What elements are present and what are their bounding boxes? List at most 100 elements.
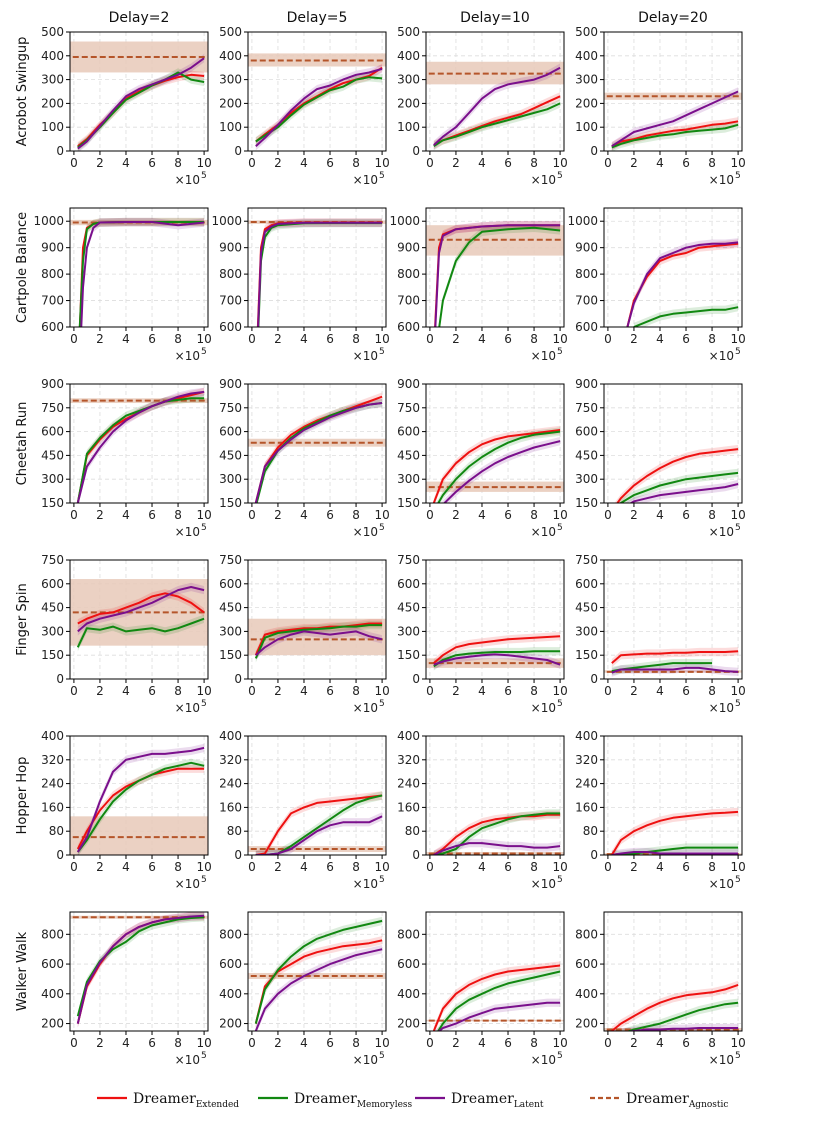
x-tick-label: 6 xyxy=(326,1036,334,1050)
y-tick-label: 450 xyxy=(41,448,64,462)
y-tick-label: 800 xyxy=(41,267,64,281)
axes-frame xyxy=(69,559,209,680)
y-tick-label: 1000 xyxy=(389,214,420,228)
legend: DreamerExtended DreamerMemoryless DreamerL… xyxy=(97,1091,728,1110)
series-band-latent xyxy=(77,743,205,855)
series-line-latent xyxy=(77,57,205,150)
y-tick-label: 900 xyxy=(397,241,420,255)
series-band-extended xyxy=(77,764,205,854)
series-line-extended xyxy=(77,73,205,147)
series-band-latent xyxy=(81,217,205,327)
x-tick-label: 4 xyxy=(300,508,308,522)
x-tick-label: 0 xyxy=(426,332,434,346)
x-tick-label: 0 xyxy=(426,508,434,522)
y-tick-label: 500 xyxy=(41,25,64,39)
x-tick-label: 4 xyxy=(478,332,486,346)
legend-label-base: Dreamer xyxy=(133,1091,196,1107)
y-tick-label: 400 xyxy=(575,987,598,1001)
x-tick-label: 10 xyxy=(730,684,745,698)
y-tick-label: 200 xyxy=(397,96,420,110)
series-line-memoryless xyxy=(437,970,561,1031)
y-tick-label: 0 xyxy=(234,848,242,862)
x-tick-label: 6 xyxy=(682,1036,690,1050)
x-tick-label: 4 xyxy=(656,684,664,698)
series-line-extended xyxy=(611,983,739,1031)
y-tick-label: 1000 xyxy=(567,214,598,228)
x-tick-label: 4 xyxy=(300,684,308,698)
x-tick-label: 0 xyxy=(426,156,434,170)
x-multiplier: ×10 xyxy=(531,877,556,891)
x-tick-label: 10 xyxy=(552,860,567,874)
y-tick-label: 150 xyxy=(219,648,242,662)
y-tick-label: 750 xyxy=(575,553,598,567)
y-tick-label: 600 xyxy=(219,320,242,334)
series-band-extended xyxy=(77,387,205,503)
axes-frame xyxy=(425,735,565,856)
subplot: 200 400 600 800 0 2 4 6 8 10 ×10 5 xyxy=(219,911,390,1067)
y-tick-label: 900 xyxy=(397,377,420,391)
series-line-latent xyxy=(626,241,739,327)
legend-label-base: Dreamer xyxy=(451,1091,514,1107)
y-tick-label: 600 xyxy=(575,957,598,971)
column-title: Delay=5 xyxy=(287,10,348,26)
y-tick-label: 300 xyxy=(575,624,598,638)
x-multiplier-exponent: 5 xyxy=(379,699,385,709)
x-multiplier-exponent: 5 xyxy=(379,875,385,885)
series-line-latent xyxy=(443,440,561,503)
y-tick-label: 300 xyxy=(397,624,420,638)
x-tick-label: 10 xyxy=(730,508,745,522)
x-multiplier: ×10 xyxy=(353,1053,378,1067)
subplot: 0 80 160 240 320 400 0 2 4 6 8 10 ×10 5 xyxy=(41,729,212,891)
series-line-memoryless xyxy=(438,226,561,327)
y-tick-label: 400 xyxy=(41,49,64,63)
x-tick-label: 10 xyxy=(552,156,567,170)
x-tick-label: 2 xyxy=(274,508,282,522)
x-tick-label: 2 xyxy=(96,332,104,346)
x-tick-label: 0 xyxy=(604,156,612,170)
series-line-latent xyxy=(433,66,561,146)
x-tick-label: 8 xyxy=(530,332,538,346)
x-tick-label: 2 xyxy=(96,508,104,522)
legend-label-sub: Latent xyxy=(514,1100,544,1110)
y-tick-label: 600 xyxy=(575,425,598,439)
series-line-memoryless xyxy=(254,624,383,659)
x-multiplier-exponent: 5 xyxy=(379,171,385,181)
x-multiplier: ×10 xyxy=(709,349,734,363)
y-tick-label: 900 xyxy=(41,241,64,255)
axes-frame xyxy=(69,735,209,856)
x-tick-label: 8 xyxy=(708,508,716,522)
x-tick-label: 6 xyxy=(682,860,690,874)
subplot: 0 150 300 450 600 750 0 2 4 6 8 10 ×10 5 xyxy=(219,553,390,715)
x-tick-label: 2 xyxy=(274,860,282,874)
y-tick-label: 1000 xyxy=(211,214,242,228)
legend-label-memoryless: DreamerMemoryless xyxy=(294,1091,413,1110)
subplot: 150 300 450 600 750 900 0 2 4 6 8 10 ×10 5 xyxy=(41,377,212,539)
x-tick-label: 4 xyxy=(122,860,130,874)
series-line-memoryless xyxy=(626,1001,739,1031)
y-tick-label: 320 xyxy=(397,753,420,767)
subplot: 0 100 200 300 400 500 0 2 4 6 8 10 ×10 5 xyxy=(575,25,746,187)
x-tick-label: 8 xyxy=(174,156,182,170)
y-tick-label: 800 xyxy=(397,267,420,281)
y-tick-label: 300 xyxy=(41,624,64,638)
series-band-latent xyxy=(257,218,383,327)
subplot: 150 300 450 600 750 900 0 2 4 6 8 10 ×10 5 xyxy=(397,377,568,539)
y-tick-label: 300 xyxy=(219,73,242,87)
y-tick-label: 900 xyxy=(575,377,598,391)
x-multiplier: ×10 xyxy=(175,349,200,363)
y-tick-label: 750 xyxy=(219,401,242,415)
x-tick-label: 8 xyxy=(174,1036,182,1050)
y-tick-label: 150 xyxy=(397,648,420,662)
subplot: 200 400 600 800 0 2 4 6 8 10 ×10 5 xyxy=(397,911,568,1067)
y-tick-label: 800 xyxy=(219,927,242,941)
y-tick-label: 400 xyxy=(397,49,420,63)
x-tick-label: 6 xyxy=(148,684,156,698)
x-tick-label: 4 xyxy=(656,508,664,522)
y-tick-label: 160 xyxy=(397,800,420,814)
x-tick-label: 4 xyxy=(122,1036,130,1050)
x-multiplier: ×10 xyxy=(531,525,556,539)
x-multiplier: ×10 xyxy=(709,1053,734,1067)
series-line-extended xyxy=(433,813,561,855)
x-tick-label: 0 xyxy=(426,860,434,874)
